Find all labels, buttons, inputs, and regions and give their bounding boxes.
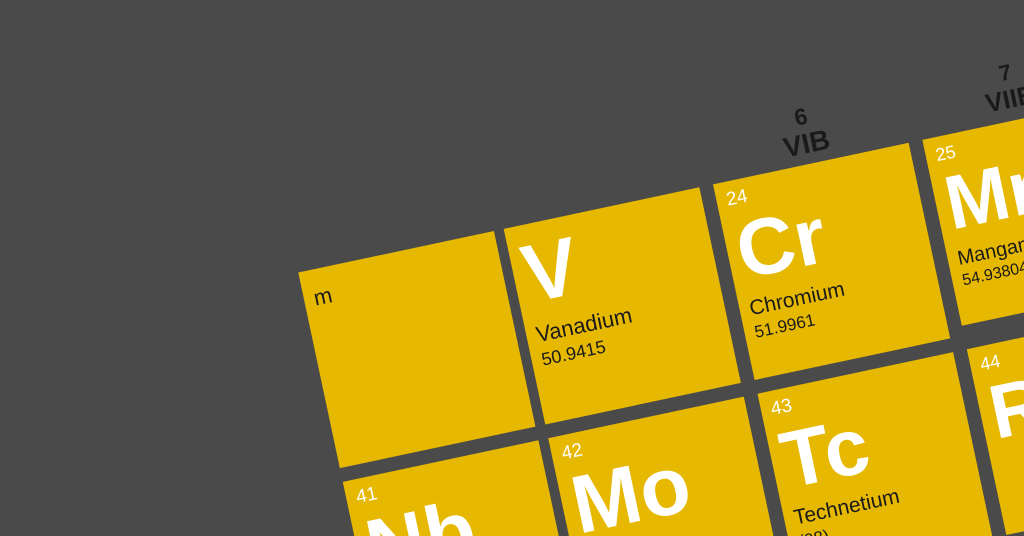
element-tile: VVanadium50.9415 bbox=[504, 187, 741, 424]
element-tile: 24CrChromium51.9961 bbox=[713, 143, 950, 380]
element-name: m bbox=[311, 249, 492, 312]
element-tile: m bbox=[298, 231, 535, 468]
element-tile: 43TcTechnetium(98) bbox=[758, 352, 995, 536]
group-label: 7VIIB bbox=[910, 42, 1024, 133]
element-tile: 42MoMolybdenum95.95 bbox=[548, 397, 785, 536]
